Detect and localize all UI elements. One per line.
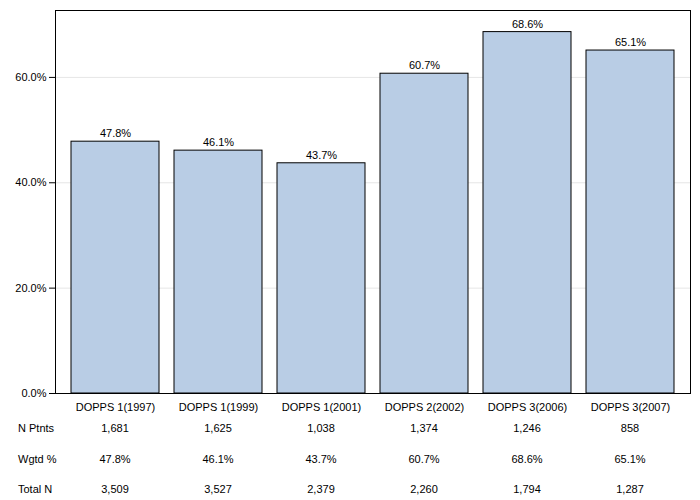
- svg-text:DOPPS 1(2001): DOPPS 1(2001): [282, 401, 361, 413]
- svg-text:N Ptnts: N Ptnts: [18, 422, 55, 434]
- svg-text:1,374: 1,374: [410, 422, 438, 434]
- svg-text:DOPPS 2(2002): DOPPS 2(2002): [385, 401, 464, 413]
- svg-text:68.6%: 68.6%: [512, 18, 543, 30]
- svg-text:40.0%: 40.0%: [15, 176, 46, 188]
- svg-text:1,038: 1,038: [307, 422, 335, 434]
- svg-text:0.0%: 0.0%: [21, 387, 46, 399]
- svg-text:46.1%: 46.1%: [203, 136, 234, 148]
- svg-text:2,260: 2,260: [410, 483, 438, 495]
- svg-text:46.1%: 46.1%: [202, 453, 233, 465]
- svg-text:20.0%: 20.0%: [15, 282, 46, 294]
- svg-text:3,509: 3,509: [101, 483, 129, 495]
- svg-text:1,625: 1,625: [204, 422, 232, 434]
- svg-text:858: 858: [621, 422, 639, 434]
- svg-text:Total N: Total N: [18, 483, 52, 495]
- svg-text:60.0%: 60.0%: [15, 71, 46, 83]
- svg-text:1,794: 1,794: [513, 483, 541, 495]
- svg-text:DOPPS 1(1997): DOPPS 1(1997): [76, 401, 155, 413]
- svg-text:47.8%: 47.8%: [99, 453, 130, 465]
- svg-text:43.7%: 43.7%: [305, 453, 336, 465]
- svg-text:2,379: 2,379: [307, 483, 335, 495]
- svg-text:1,287: 1,287: [616, 483, 644, 495]
- svg-text:DOPPS 1(1999): DOPPS 1(1999): [179, 401, 258, 413]
- svg-text:68.6%: 68.6%: [511, 453, 542, 465]
- svg-text:1,681: 1,681: [101, 422, 129, 434]
- svg-text:47.8%: 47.8%: [100, 127, 131, 139]
- svg-text:60.7%: 60.7%: [409, 59, 440, 71]
- svg-text:65.1%: 65.1%: [614, 453, 645, 465]
- svg-text:43.7%: 43.7%: [306, 149, 337, 161]
- svg-text:Wgtd %: Wgtd %: [18, 453, 57, 465]
- svg-text:1,246: 1,246: [513, 422, 541, 434]
- svg-text:DOPPS 3(2006): DOPPS 3(2006): [488, 401, 567, 413]
- svg-text:60.7%: 60.7%: [408, 453, 439, 465]
- svg-text:65.1%: 65.1%: [615, 36, 646, 48]
- svg-text:DOPPS 3(2007): DOPPS 3(2007): [591, 401, 670, 413]
- svg-text:3,527: 3,527: [204, 483, 232, 495]
